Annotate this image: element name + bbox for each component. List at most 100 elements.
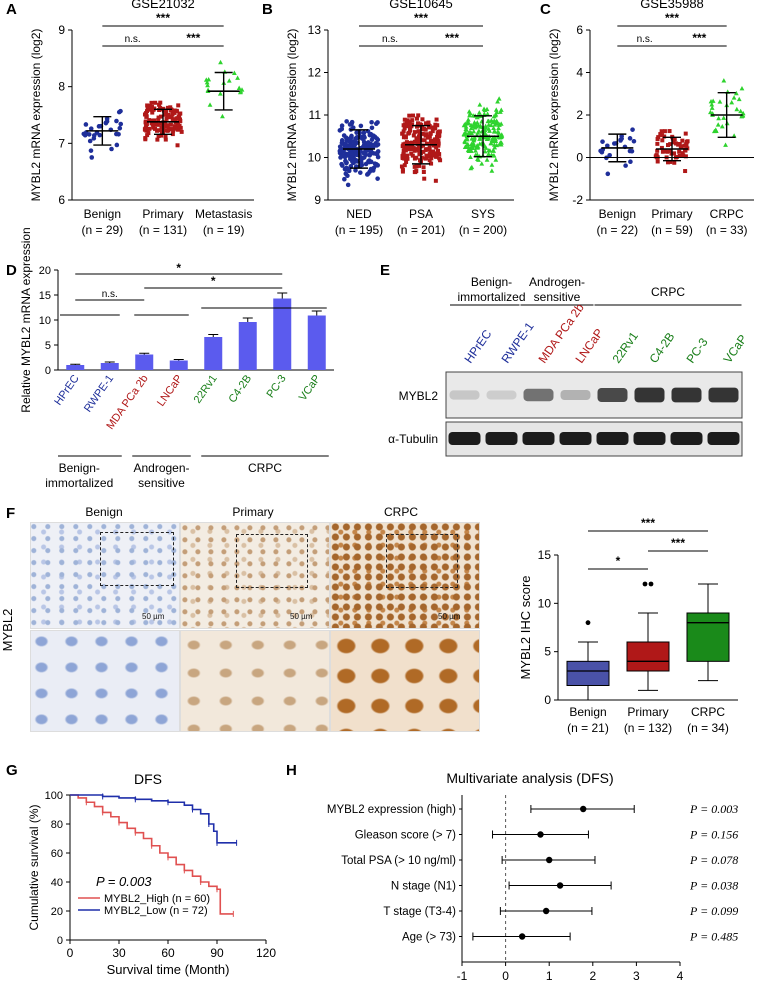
lane-label: RWPE-1 <box>498 319 536 365</box>
data-point <box>655 148 660 153</box>
data-point <box>342 176 347 182</box>
data-point <box>147 126 152 131</box>
data-point <box>408 146 413 151</box>
bar <box>100 363 119 370</box>
panel-letter-c: C <box>540 1 551 18</box>
data-point <box>487 128 492 133</box>
data-point <box>371 144 376 150</box>
data-point <box>482 127 488 133</box>
bar <box>66 365 85 370</box>
data-point <box>204 80 210 85</box>
data-point <box>418 136 423 141</box>
data-point <box>164 116 169 121</box>
data-point <box>495 129 501 134</box>
row-label: T stage (T3-4) <box>383 906 456 918</box>
y-tick-label: 7 <box>58 136 65 150</box>
data-point <box>403 141 408 146</box>
data-point <box>343 141 348 146</box>
data-point <box>436 143 441 148</box>
data-point <box>658 132 663 137</box>
ihc-col-primary: Primary <box>232 505 273 519</box>
p-value: P = 0.485 <box>689 930 738 944</box>
data-point <box>143 136 148 141</box>
x-tick-label: 1 <box>546 969 553 980</box>
data-point <box>343 158 348 164</box>
ihc-benign-high <box>30 630 180 732</box>
data-point <box>430 129 435 134</box>
sig-label: * <box>176 261 181 275</box>
y-tick-label: 4 <box>576 66 583 80</box>
y-tick-label: 8 <box>58 80 65 94</box>
box <box>686 612 730 662</box>
ihc-stain-label: MYBL2 <box>0 609 15 652</box>
panel-letter-d: D <box>6 262 17 279</box>
data-point <box>680 138 685 143</box>
sig-label: *** <box>414 11 428 25</box>
y-tick-label: -2 <box>572 193 583 207</box>
data-point <box>166 126 171 131</box>
data-point <box>659 145 664 150</box>
data-point <box>683 143 688 148</box>
data-point <box>168 122 173 127</box>
data-point <box>655 159 660 164</box>
outlier <box>648 581 654 587</box>
scale-bar-primary: 50 µm <box>290 612 313 621</box>
data-point <box>375 142 381 147</box>
point-estimate <box>556 882 564 889</box>
panel-f-boxplot: 0 5 10 15 MYBL2 IHC score Benign (n = 21) Prima… <box>518 516 738 735</box>
group-label: Metastasis <box>195 207 252 221</box>
data-point <box>158 114 163 119</box>
data-point <box>81 131 87 137</box>
band-mybl2 <box>486 390 517 400</box>
data-point <box>498 107 504 112</box>
data-point <box>368 166 374 172</box>
data-point <box>421 169 426 174</box>
data-point <box>357 170 363 175</box>
y-tick-label: 11 <box>309 108 322 122</box>
group-label: Androgen- <box>529 275 585 289</box>
data-point <box>151 125 156 130</box>
y-tick-label: 0 <box>576 151 583 165</box>
data-point <box>426 135 431 140</box>
data-point <box>679 144 684 149</box>
data-point <box>666 160 671 165</box>
data-point <box>437 133 442 138</box>
x-tick-label: 3 <box>633 969 640 980</box>
data-point <box>494 118 499 123</box>
data-point <box>478 124 484 129</box>
zoom-box-crpc <box>386 534 458 588</box>
data-point <box>432 140 437 145</box>
p-value: P = 0.156 <box>689 828 738 842</box>
x-tick-label: 30 <box>112 946 126 960</box>
km-curve <box>70 794 237 844</box>
data-point <box>179 129 184 134</box>
data-point <box>433 178 438 183</box>
plot-title: GSE10645 <box>389 0 453 11</box>
category-label: LNCaP <box>155 373 185 409</box>
data-point <box>412 148 417 153</box>
data-point <box>432 125 437 130</box>
data-point <box>152 118 157 123</box>
sig-label: * <box>616 554 621 568</box>
lane-label: VCaP <box>720 332 749 366</box>
data-point <box>670 136 675 141</box>
outlier <box>585 620 591 626</box>
data-point <box>680 151 685 156</box>
data-point <box>340 163 345 168</box>
data-point <box>144 114 149 119</box>
data-point <box>464 135 470 141</box>
data-point <box>412 130 417 135</box>
point-estimate <box>542 907 550 915</box>
y-tick-label: 2 <box>576 108 583 122</box>
category-label: VCaP <box>297 373 323 403</box>
plot-title: GSE35988 <box>640 0 704 11</box>
y-tick-label: 0 <box>544 693 551 707</box>
point-estimate <box>537 831 544 838</box>
data-point <box>369 133 375 138</box>
data-point <box>496 134 502 140</box>
data-point <box>146 131 151 136</box>
data-point <box>402 146 407 151</box>
data-point <box>721 78 727 83</box>
data-point <box>484 106 490 112</box>
data-point <box>87 138 93 144</box>
